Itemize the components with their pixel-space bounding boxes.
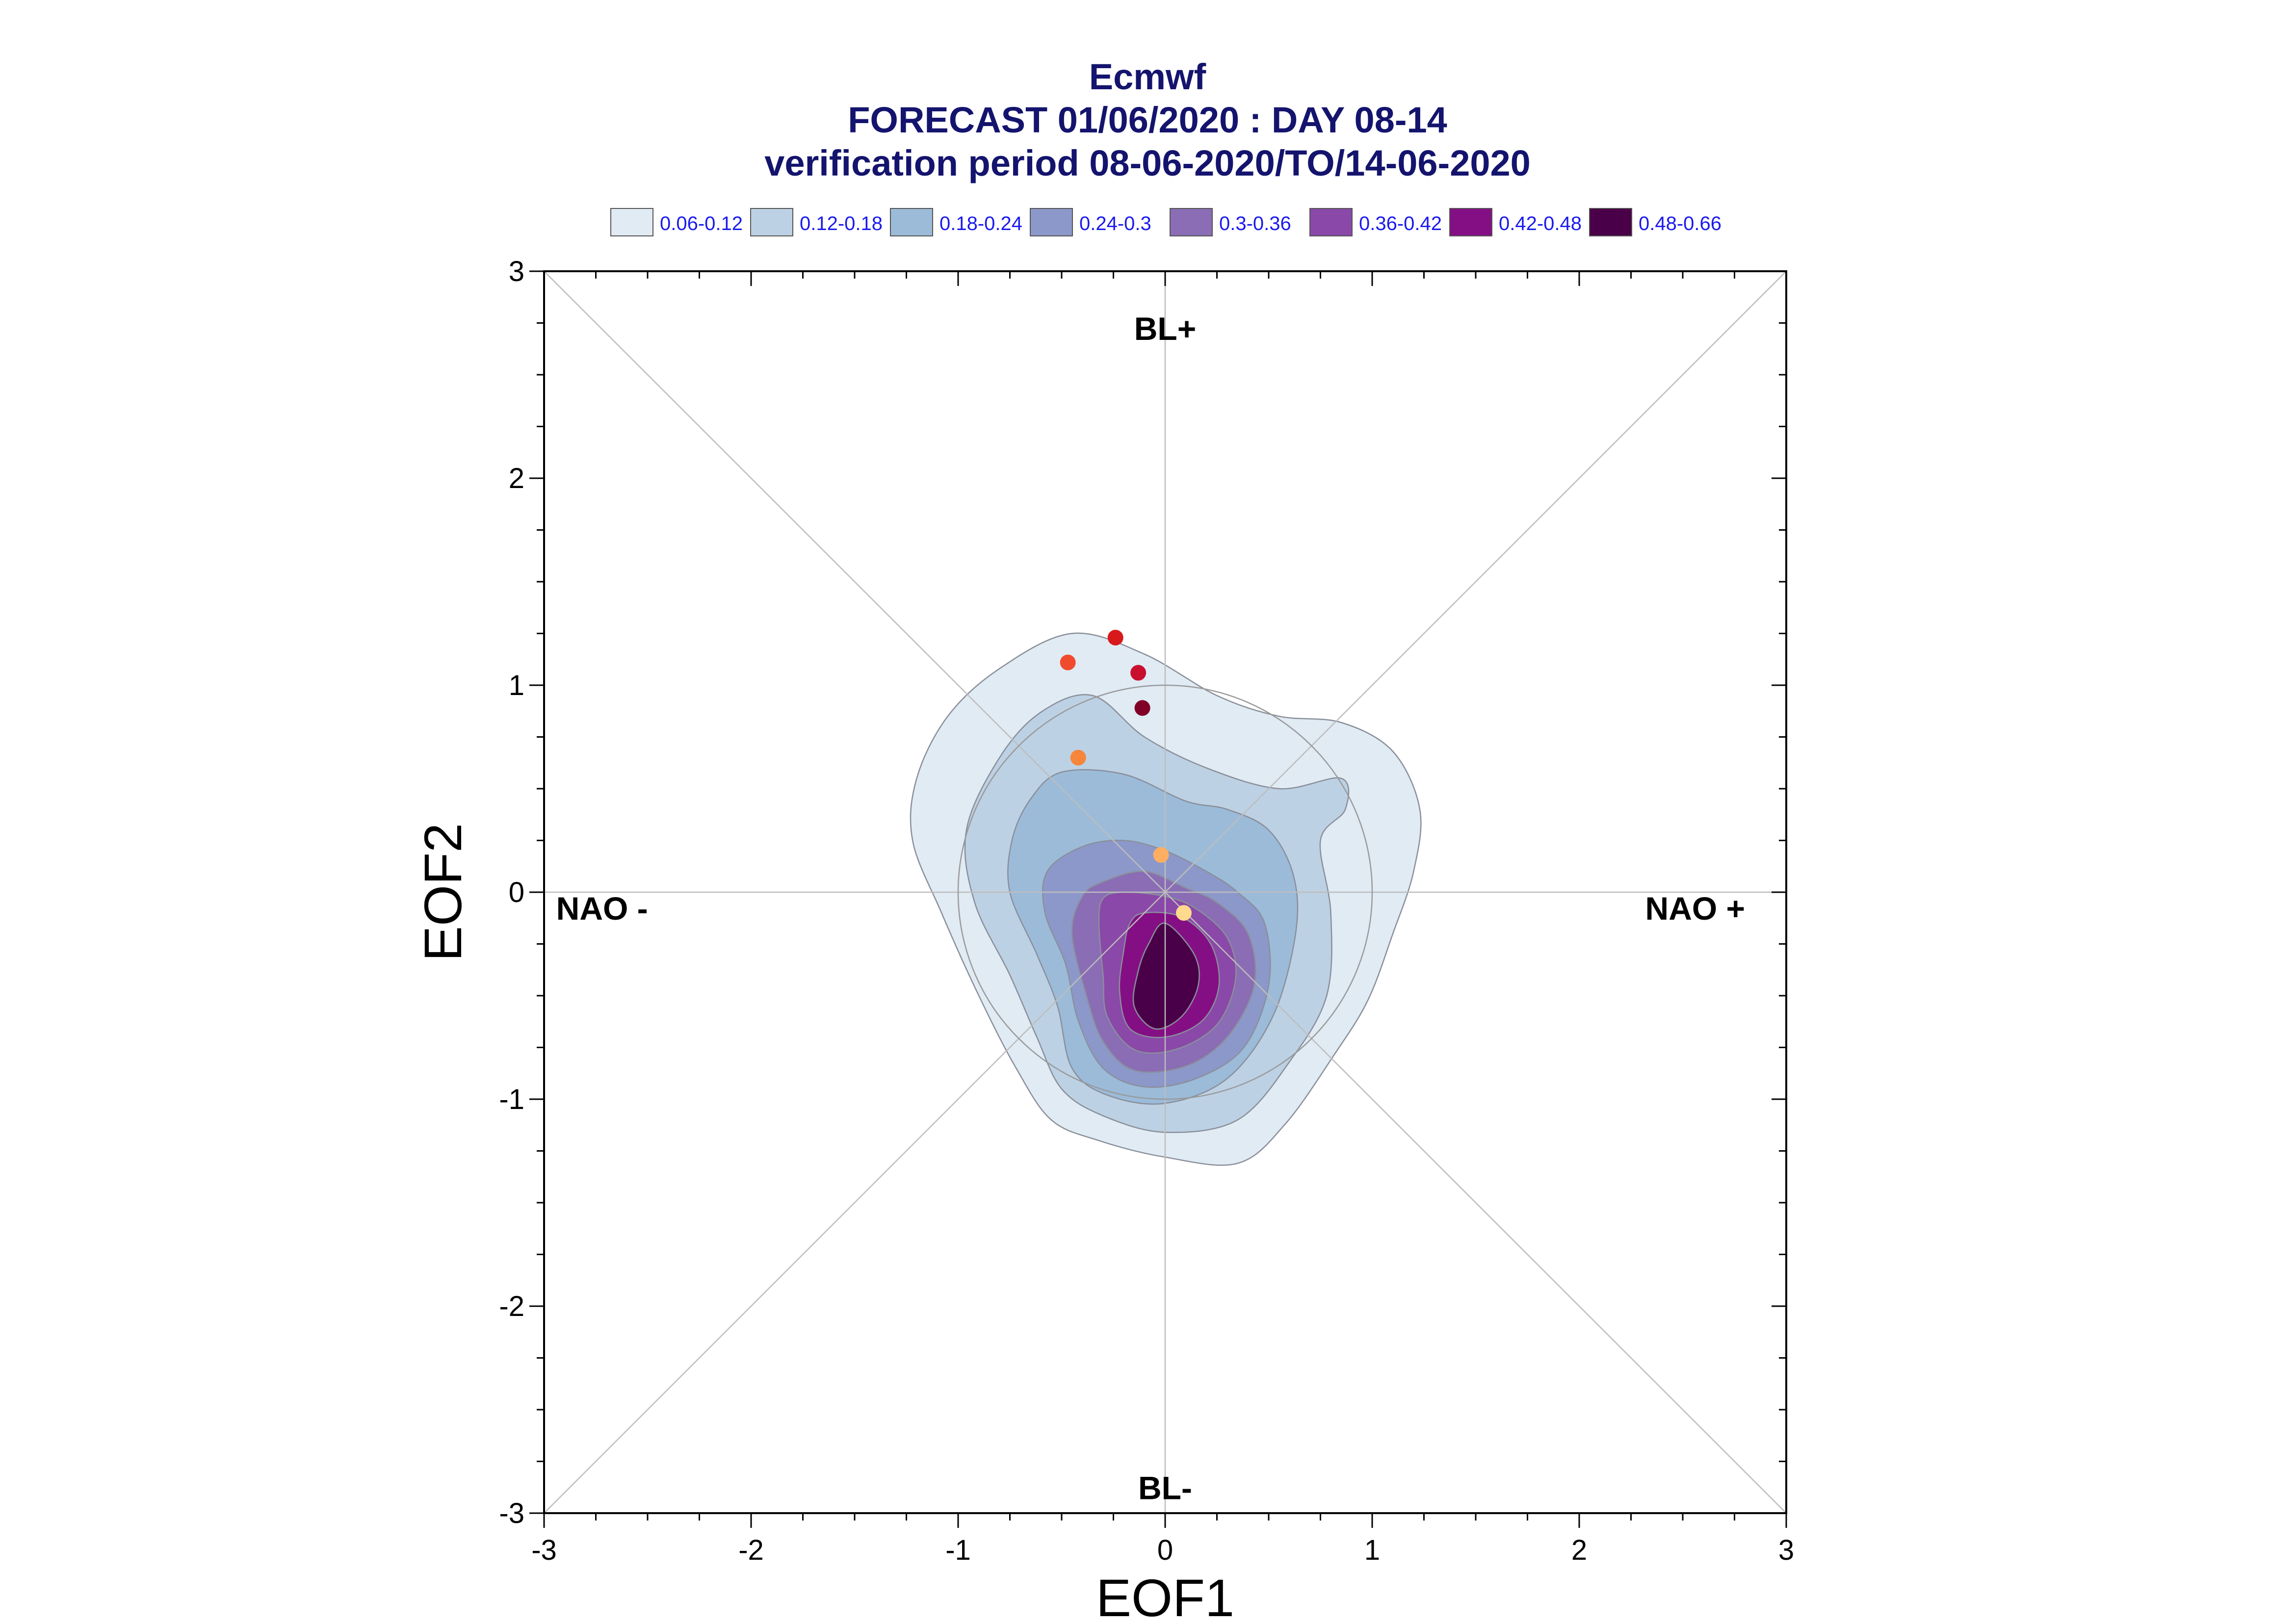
chart-title-group: Ecmwf FORECAST 01/06/2020 : DAY 08-14 ve… (764, 56, 1531, 183)
trajectory-point (1130, 665, 1147, 681)
x-axis-label: EOF1 (1096, 1568, 1234, 1624)
trajectory-point (1134, 700, 1150, 716)
x-tick-label: 0 (1157, 1534, 1173, 1566)
legend-label: 0.3-0.36 (1219, 213, 1291, 234)
y-axis-label: EOF2 (413, 823, 472, 961)
x-tick-label: -2 (738, 1534, 764, 1566)
legend-label: 0.48-0.66 (1639, 213, 1721, 234)
legend-label: 0.12-0.18 (800, 213, 883, 234)
trajectory-point (1070, 749, 1086, 766)
contour-0.48-0.66 (1132, 923, 1200, 1030)
legend-swatch (750, 208, 793, 236)
legend-swatch (1030, 208, 1073, 236)
unit-circle (957, 684, 1373, 1100)
regime-label: BL- (1138, 1469, 1192, 1506)
chart-subtitle-forecast: FORECAST 01/06/2020 : DAY 08-14 (848, 100, 1447, 140)
legend-swatch (1170, 208, 1213, 236)
contour-layers (910, 632, 1422, 1166)
y-tick-label: 3 (509, 256, 524, 287)
x-tick-label: 3 (1778, 1534, 1794, 1566)
trajectory-points (1060, 629, 1192, 921)
chart-title: Ecmwf (1089, 56, 1206, 97)
legend-label: 0.06-0.12 (660, 213, 743, 234)
y-tick-label: 0 (509, 876, 524, 908)
y-tick-label: -2 (499, 1290, 524, 1322)
x-tick-label: -1 (945, 1534, 971, 1566)
trajectory-point (1060, 654, 1076, 670)
trajectory-point (1175, 905, 1192, 921)
trajectory-point (1153, 847, 1169, 863)
legend-label: 0.24-0.3 (1079, 213, 1151, 234)
legend-swatch (1309, 208, 1353, 236)
y-tick-label: 2 (509, 463, 524, 494)
legend-swatch (1449, 208, 1492, 236)
regime-labels: BL+ BL- NAO - NAO + (556, 310, 1745, 1506)
chart-legend: 0.06-0.12 0.12-0.18 0.18-0.24 0.24-0.3 0.3-0… (610, 208, 1721, 236)
y-tick-label: -3 (499, 1497, 524, 1529)
legend-label: 0.36-0.42 (1359, 213, 1442, 234)
axes: -3 -2 -1 0 1 2 3 -3 -2 -1 0 1 2 3 (499, 256, 1794, 1566)
plot-area: BL+ BL- NAO - NAO + -3 -2 -1 0 1 2 3 -3 -2 -1 0 1 2 3 (499, 256, 1794, 1566)
regime-label: NAO - (556, 890, 648, 927)
x-tick-label: -3 (531, 1534, 557, 1566)
y-tick-label: 1 (509, 670, 524, 701)
guide-lines (544, 271, 1787, 1514)
legend-swatch (1589, 208, 1632, 236)
chart-subtitle-verification: verification period 08-06-2020/TO/14-06-… (764, 143, 1531, 183)
x-tick-label: 2 (1571, 1534, 1587, 1566)
x-tick-label: 1 (1364, 1534, 1380, 1566)
legend-swatch (610, 208, 653, 236)
y-tick-label: -1 (499, 1083, 524, 1115)
legend-label: 0.42-0.48 (1499, 213, 1582, 234)
trajectory-point (1107, 629, 1123, 645)
legend-swatch (890, 208, 933, 236)
legend-label: 0.18-0.24 (939, 213, 1022, 234)
regime-label: BL+ (1134, 310, 1197, 347)
regime-label: NAO + (1645, 890, 1746, 927)
